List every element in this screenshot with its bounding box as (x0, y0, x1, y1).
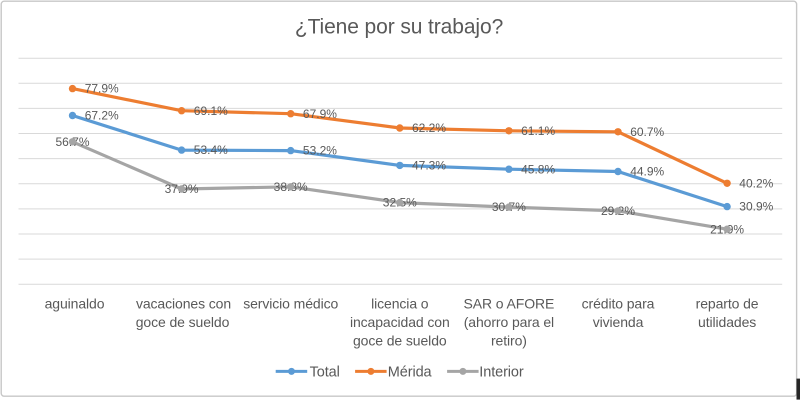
svg-text:goce de sueldo: goce de sueldo (353, 332, 447, 348)
svg-text:62.2%: 62.2% (412, 121, 446, 135)
svg-text:licencia o: licencia o (371, 295, 429, 311)
svg-text:60.7%: 60.7% (630, 125, 664, 139)
svg-text:47.3%: 47.3% (412, 159, 446, 173)
svg-text:67.9%: 67.9% (303, 107, 337, 121)
svg-text:vacaciones con: vacaciones con (136, 295, 231, 311)
svg-text:crédito para: crédito para (582, 295, 655, 311)
svg-text:aguinaldo: aguinaldo (45, 295, 105, 311)
svg-text:53.4%: 53.4% (194, 143, 228, 157)
svg-text:30.9%: 30.9% (739, 200, 773, 214)
svg-text:77.9%: 77.9% (85, 82, 119, 96)
svg-text:goce de sueldo: goce de sueldo (136, 314, 230, 330)
svg-text:reparto de: reparto de (696, 295, 759, 311)
svg-text:53.2%: 53.2% (303, 144, 337, 158)
svg-text:incapacidad con: incapacidad con (350, 314, 450, 330)
svg-text:vivienda: vivienda (593, 314, 644, 330)
svg-text:¿Tiene por su trabajo?: ¿Tiene por su trabajo? (295, 15, 503, 38)
svg-text:servicio médico: servicio médico (243, 295, 338, 311)
svg-text:44.9%: 44.9% (630, 165, 664, 179)
svg-text:61.1%: 61.1% (521, 124, 555, 138)
svg-text:Interior: Interior (479, 365, 524, 381)
svg-text:45.8%: 45.8% (521, 162, 555, 176)
svg-text:Mérida: Mérida (388, 365, 433, 381)
svg-text:67.2%: 67.2% (85, 109, 119, 123)
svg-text:40.2%: 40.2% (739, 176, 773, 190)
svg-text:SAR o AFORE: SAR o AFORE (464, 295, 555, 311)
svg-text:69.1%: 69.1% (194, 104, 228, 118)
svg-text:Total: Total (310, 365, 340, 381)
svg-text:retiro): retiro) (491, 332, 527, 348)
svg-text:utilidades: utilidades (698, 314, 756, 330)
svg-text:(ahorro para el: (ahorro para el (464, 314, 554, 330)
